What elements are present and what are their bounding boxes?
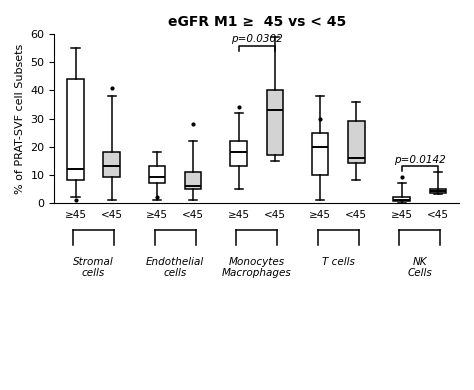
PathPatch shape	[312, 133, 328, 175]
Text: p=0.0142: p=0.0142	[394, 155, 446, 165]
Y-axis label: % of PRAT-SVF cell Subsets: % of PRAT-SVF cell Subsets	[15, 43, 25, 194]
Text: Stromal
cells: Stromal cells	[73, 257, 114, 278]
PathPatch shape	[149, 166, 165, 183]
PathPatch shape	[185, 172, 201, 189]
PathPatch shape	[230, 141, 247, 166]
PathPatch shape	[429, 189, 446, 193]
Title: eGFR M1 ≥  45 vs < 45: eGFR M1 ≥ 45 vs < 45	[168, 15, 346, 29]
Text: Endothelial
cells: Endothelial cells	[146, 257, 204, 278]
PathPatch shape	[266, 90, 283, 155]
Text: NK
Cells: NK Cells	[408, 257, 432, 278]
Text: p=0.0302: p=0.0302	[231, 34, 283, 44]
PathPatch shape	[393, 197, 410, 201]
PathPatch shape	[67, 79, 84, 180]
Text: Monocytes
Macrophages: Monocytes Macrophages	[222, 257, 292, 278]
Text: T cells: T cells	[322, 257, 355, 267]
PathPatch shape	[348, 121, 365, 163]
PathPatch shape	[103, 152, 120, 177]
